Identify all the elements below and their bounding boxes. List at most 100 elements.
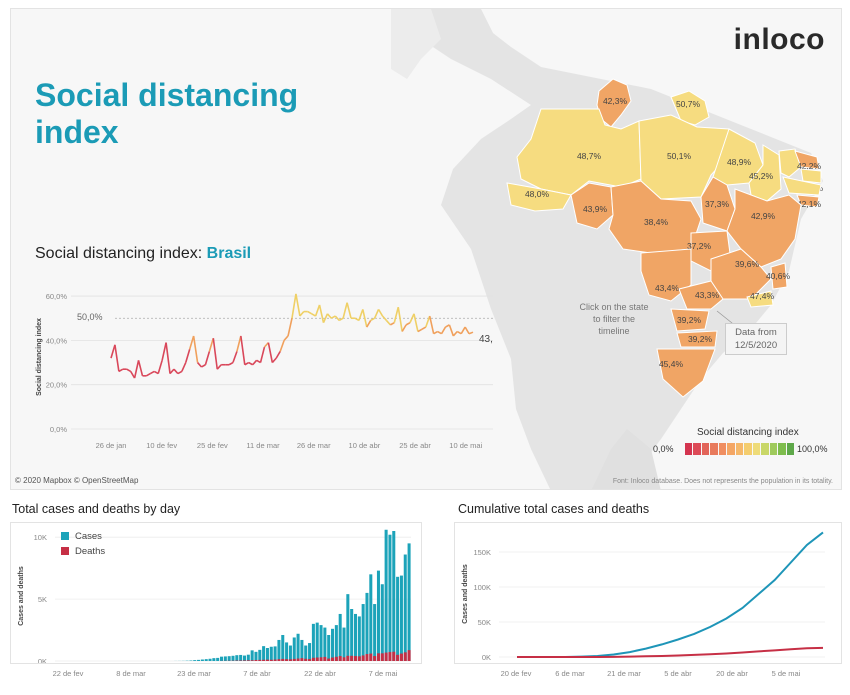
state-am[interactable]: 48,7% bbox=[516, 108, 642, 196]
deaths-bar bbox=[311, 657, 315, 661]
series-segment bbox=[460, 326, 466, 335]
cases-bar bbox=[285, 642, 289, 661]
x-tick-label: 10 de abr bbox=[349, 441, 381, 450]
series-segment bbox=[196, 362, 203, 368]
state-ba[interactable]: 42,9% bbox=[726, 188, 802, 268]
state-rj[interactable]: 47,4% bbox=[746, 290, 774, 308]
deaths-bar bbox=[323, 656, 327, 661]
x-tick-label: 22 de abr bbox=[304, 669, 336, 678]
series-segment bbox=[366, 320, 372, 328]
series-segment bbox=[464, 326, 470, 335]
deaths-bar bbox=[273, 659, 277, 661]
y-tick-label: 10K bbox=[34, 533, 47, 542]
state-rs[interactable]: 45,4% bbox=[656, 348, 716, 398]
state-ce[interactable] bbox=[778, 148, 802, 178]
state-shape bbox=[670, 308, 710, 332]
series-segment bbox=[137, 360, 144, 377]
state-pr[interactable]: 39,2% bbox=[670, 308, 710, 332]
state-value-label: 50,7% bbox=[676, 99, 701, 109]
state-shape bbox=[726, 188, 802, 268]
state-ma[interactable]: 48,9% bbox=[712, 128, 764, 186]
state-value-label: 40,6% bbox=[766, 271, 791, 281]
series-segment bbox=[437, 330, 442, 335]
daily-x-axis: 22 de fev 8 de mar 23 de mar 7 de abr 22 de … bbox=[53, 669, 398, 678]
legend-swatch bbox=[685, 443, 694, 455]
central-america-shape bbox=[391, 9, 441, 79]
deaths-bar bbox=[327, 658, 331, 661]
map-copyright: © 2020 Mapbox © OpenStreetMap bbox=[15, 476, 139, 485]
state-ms[interactable]: 43,4% bbox=[640, 248, 692, 302]
legend-swatch bbox=[701, 443, 711, 455]
deaths-bar bbox=[265, 659, 269, 661]
state-shape bbox=[506, 182, 572, 212]
state-shape bbox=[746, 290, 774, 308]
series-line-deaths bbox=[517, 646, 824, 658]
cases-bar bbox=[223, 656, 227, 661]
cumulative-cases-chart[interactable]: 0K 50K 100K 150K Cases and deaths bbox=[455, 523, 841, 663]
cases-bar bbox=[350, 609, 354, 661]
state-al[interactable]: 42,1% bbox=[796, 194, 822, 209]
state-value-label: 37,3% bbox=[705, 199, 730, 209]
y-tick-label: 150K bbox=[473, 548, 491, 557]
y-tick-label: 40,0% bbox=[46, 336, 68, 345]
legend-swatch bbox=[61, 532, 69, 540]
state-pe[interactable] bbox=[782, 176, 822, 196]
x-tick-label: 26 de jan bbox=[96, 441, 127, 450]
deaths-bar bbox=[357, 656, 361, 661]
cases-bar bbox=[242, 655, 246, 661]
deaths-bar bbox=[388, 652, 392, 661]
series-segment bbox=[417, 328, 423, 333]
cases-bar bbox=[346, 594, 350, 661]
deaths-bar bbox=[242, 660, 246, 661]
cases-bar bbox=[353, 613, 358, 661]
series-segment bbox=[212, 338, 219, 370]
series-segment bbox=[177, 370, 183, 375]
state-value-label: 45,2% bbox=[749, 171, 774, 181]
cases-bar bbox=[365, 592, 369, 661]
series-segment bbox=[448, 324, 455, 337]
x-tick-label: 22 de fev bbox=[53, 669, 84, 678]
distancing-timeline-chart[interactable]: 0,0% 20,0% 40,0% 60,0% 50,0% Social distancin… bbox=[33, 273, 493, 453]
series-segment bbox=[146, 372, 151, 377]
y-tick-label: 5K bbox=[38, 595, 47, 604]
series-segment bbox=[334, 315, 340, 321]
series-segment bbox=[385, 319, 391, 326]
deaths-bar bbox=[380, 653, 384, 661]
state-sp[interactable]: 43,3% bbox=[678, 280, 724, 310]
cases-bar bbox=[373, 604, 377, 661]
deaths-bar bbox=[376, 653, 380, 661]
legend-swatch bbox=[735, 443, 745, 455]
cumulative-chart-frame: 0K 50K 100K 150K Cases and deaths bbox=[454, 522, 842, 664]
brazil-map[interactable]: 42,3% 50,7% 48,7% 50,1% 48,0% 43,9% 48,9% 45,2%… bbox=[11, 9, 842, 490]
state-shape bbox=[800, 168, 822, 184]
deaths-bar bbox=[258, 659, 262, 661]
series-segment bbox=[133, 360, 140, 379]
deaths-bar bbox=[254, 660, 258, 661]
state-ac[interactable]: 48,0% bbox=[506, 182, 572, 212]
cumulative-chart-title: Cumulative total cases and deaths bbox=[458, 502, 650, 516]
state-value-label: 42,3% bbox=[603, 96, 628, 106]
series-segment bbox=[322, 313, 329, 323]
state-rn[interactable]: 42,2% bbox=[794, 150, 821, 171]
series-segment bbox=[204, 351, 211, 365]
legend-swatch bbox=[744, 443, 753, 455]
cases-bar bbox=[200, 659, 204, 661]
state-sc[interactable]: 39,2% bbox=[676, 330, 718, 348]
state-shape bbox=[782, 176, 822, 196]
cases-bar bbox=[319, 625, 323, 661]
cases-bar bbox=[396, 576, 400, 661]
series-segment bbox=[326, 313, 332, 319]
series-segment bbox=[433, 330, 438, 335]
legend-swatch bbox=[752, 443, 762, 455]
deaths-bar bbox=[346, 655, 350, 661]
series-segment bbox=[259, 346, 266, 363]
daily-cases-chart[interactable]: 0K 5K 10K Cases and deaths Cases Deaths bbox=[11, 523, 421, 666]
cases-bar bbox=[239, 654, 243, 661]
state-es[interactable]: 40,6% bbox=[766, 262, 791, 290]
series-segment bbox=[421, 326, 427, 331]
deaths-bar bbox=[292, 658, 296, 661]
series-segment bbox=[318, 304, 325, 323]
state-shape bbox=[516, 108, 642, 196]
series-segment bbox=[184, 349, 191, 363]
state-value-label: 39,2% bbox=[677, 315, 702, 325]
